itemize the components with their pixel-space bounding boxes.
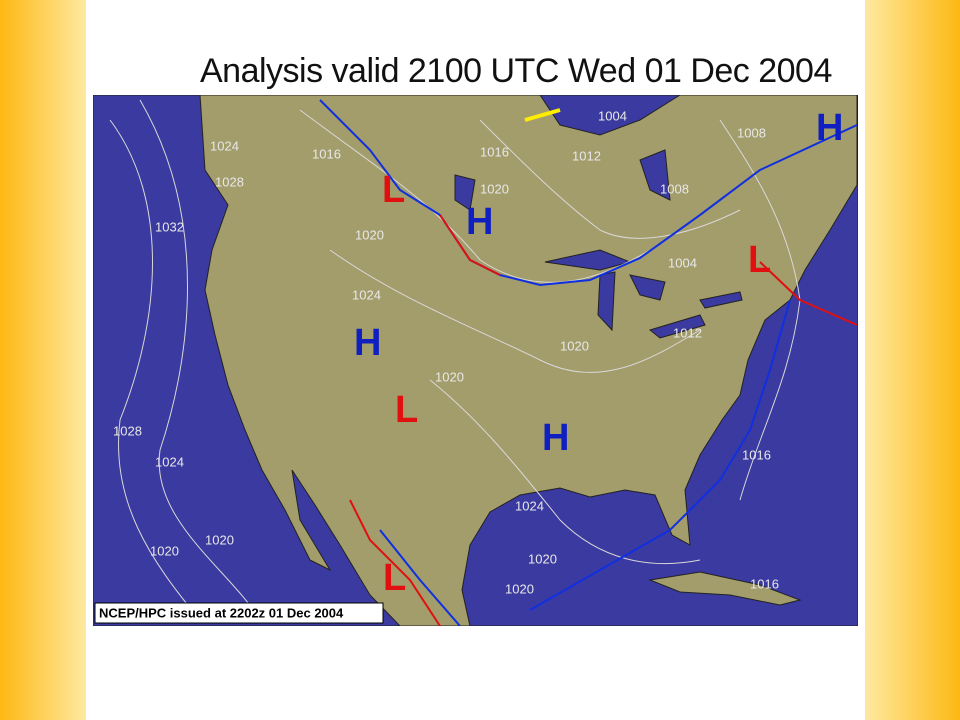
isobar-label: 1020	[435, 369, 464, 384]
land	[199, 95, 858, 626]
low-center: L	[748, 239, 771, 281]
isobar-label: 1004	[668, 255, 697, 270]
isobar-label: 1020	[528, 551, 557, 566]
high-center: H	[816, 107, 843, 149]
isobar-label: 1028	[113, 423, 142, 438]
isobar-label: 1004	[598, 108, 627, 123]
isobar-label: 1024	[210, 138, 239, 153]
isobar-label: 1020	[150, 543, 179, 558]
isobar-label: 1016	[750, 576, 779, 591]
isobar-label: 1020	[355, 227, 384, 242]
slide-title: Analysis valid 2100 UTC Wed 01 Dec 2004	[200, 52, 832, 90]
low-center: L	[382, 169, 405, 211]
lakes	[454, 149, 743, 339]
weather-map: 1004 1024 1016 1028 1016 1012 1008 1020 …	[93, 95, 858, 626]
isobar-label: 1020	[480, 181, 509, 196]
isobar-label: 1024	[515, 498, 544, 513]
isobar-label: 1024	[155, 454, 184, 469]
isobar-label: 1008	[660, 181, 689, 196]
high-center: H	[542, 417, 569, 459]
footer-box	[94, 602, 384, 624]
cuba	[648, 571, 802, 606]
isobar-label: 1020	[505, 581, 534, 596]
right-border	[865, 0, 960, 720]
low-center: L	[383, 557, 406, 599]
low-center: L	[395, 389, 418, 431]
high-center: H	[354, 322, 381, 364]
isobar-label: 1024	[352, 287, 381, 302]
isobar-label: 1020	[560, 338, 589, 353]
isobar-label: 1020	[205, 532, 234, 547]
isobar-label: 1032	[155, 219, 184, 234]
isobar-label: 1012	[572, 148, 601, 163]
isobar-label: 1028	[215, 174, 244, 189]
left-border	[0, 0, 86, 720]
isobar-label: 1016	[312, 146, 341, 161]
fronts	[319, 99, 858, 626]
isobar-label: 1016	[742, 447, 771, 462]
isobar-label: 1008	[737, 125, 766, 140]
isobar-label: 1016	[480, 144, 509, 159]
issued-note: NCEP/HPC issued at 2202z 01 Dec 2004	[99, 605, 344, 620]
isobar-label: 1012	[673, 325, 702, 340]
high-center: H	[466, 201, 493, 243]
